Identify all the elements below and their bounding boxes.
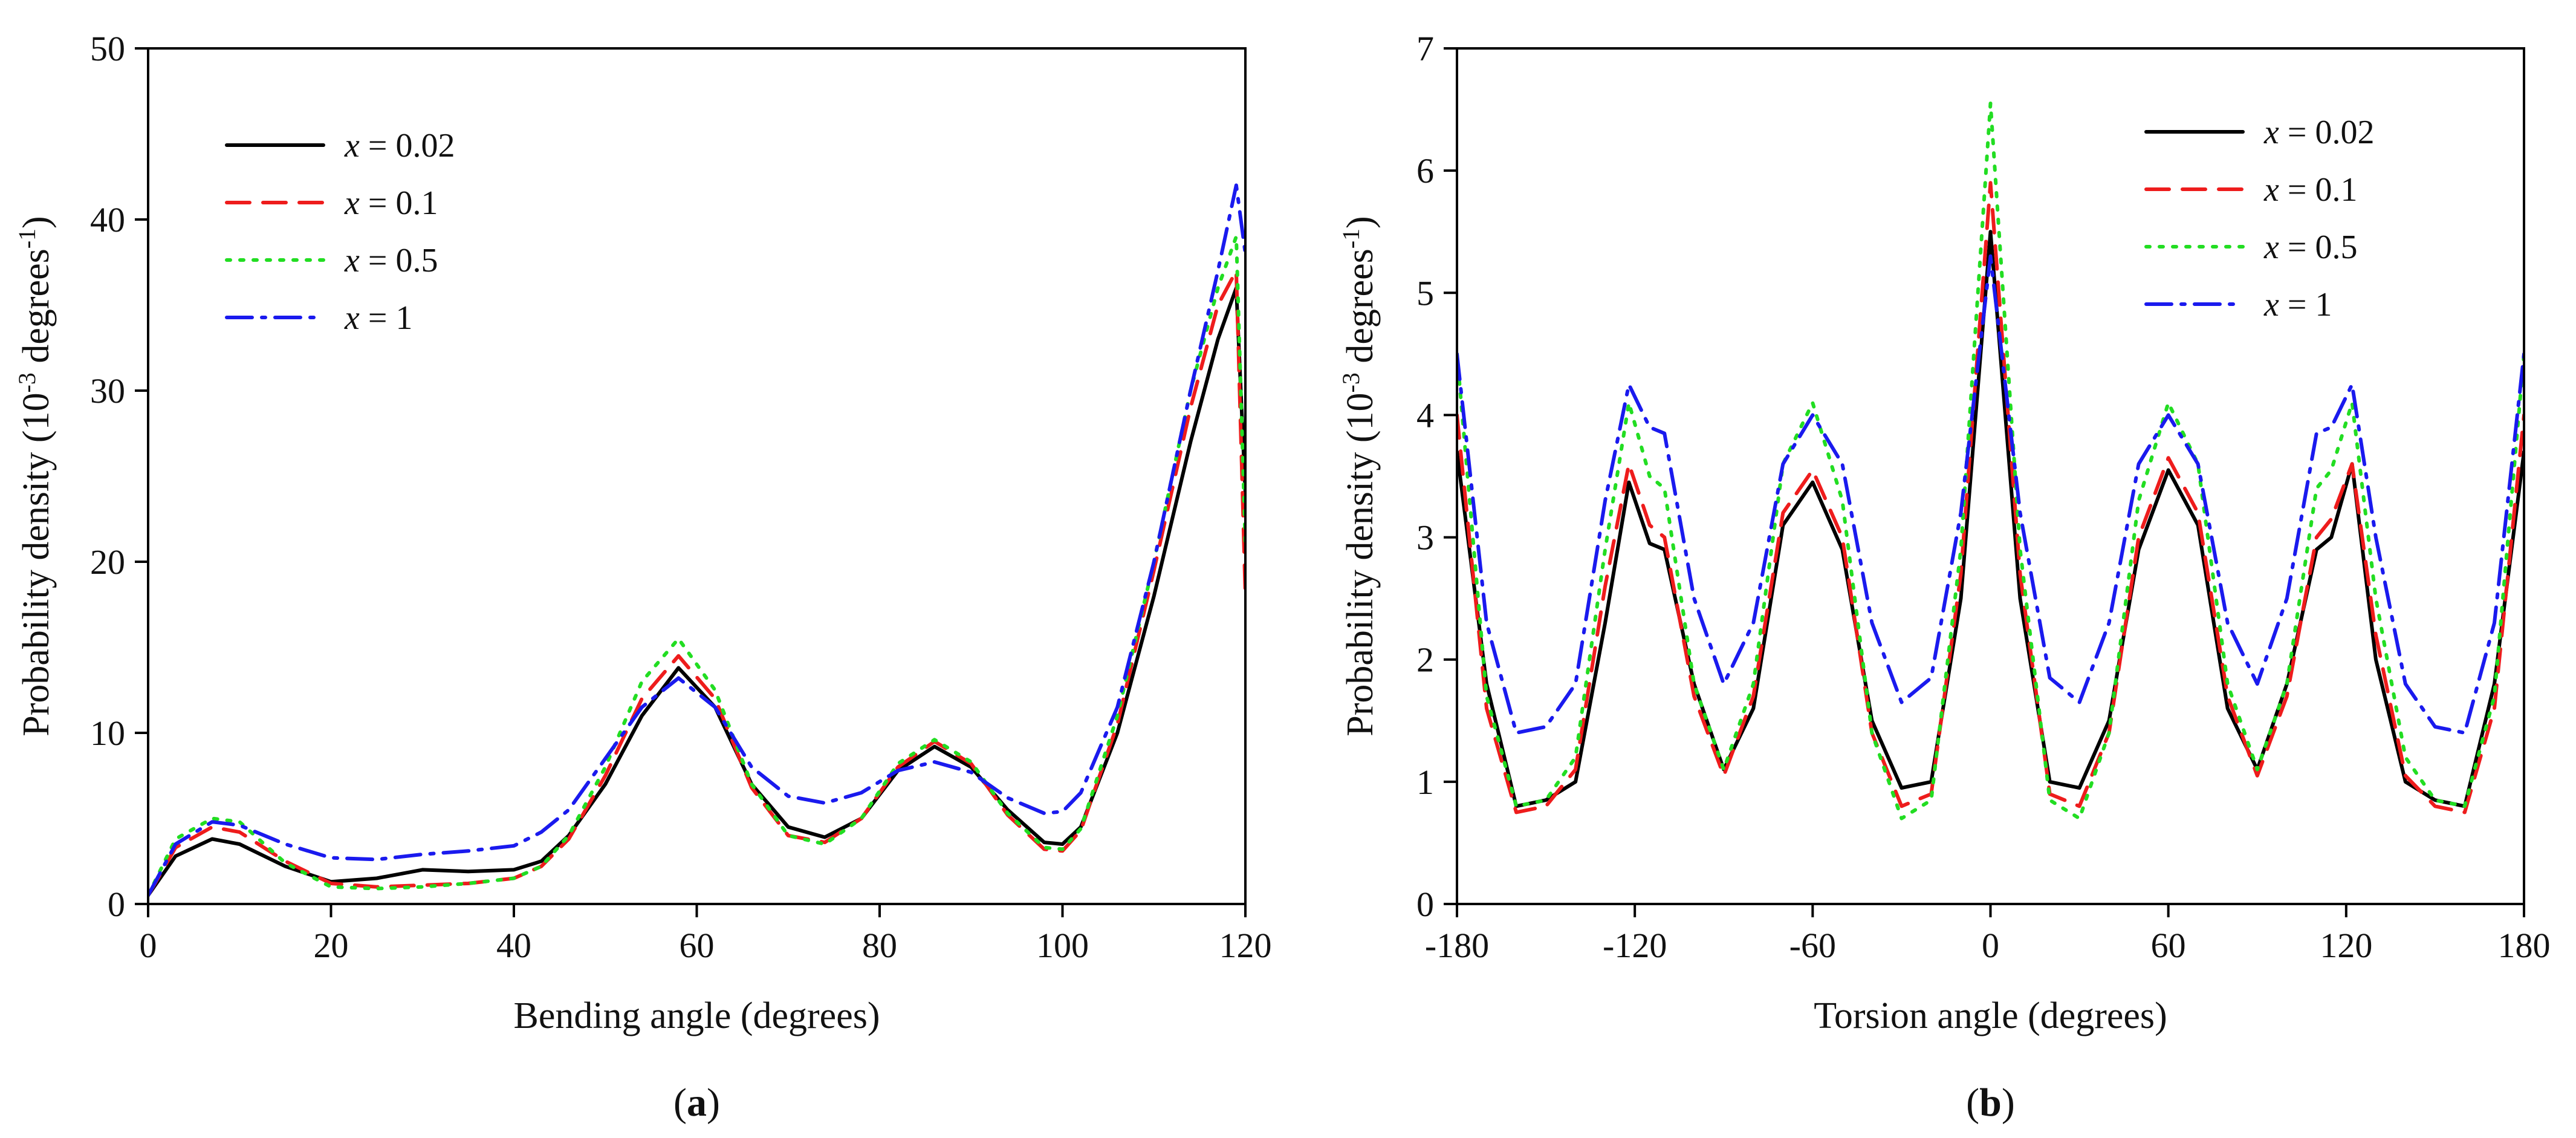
y-tick-label: 2 [1416,640,1434,680]
y-tick-label: 0 [108,885,125,924]
x-tick-label: 100 [1036,926,1089,965]
x-tick-label: 60 [680,926,715,965]
series-line-1 [148,286,1245,897]
y-tick-label: 1 [1416,762,1434,802]
series-line-3 [148,235,1245,897]
x-tick-label: -180 [1425,926,1489,965]
y-tick-label: 50 [90,29,125,68]
legend: x = 0.02 x = 0.1 x = 0.5 x = 1 [225,127,455,337]
x-axis-label: Torsion angle (degrees) [1814,995,2167,1036]
x-tick-label: 20 [314,926,349,965]
legend-label-3: x = 0.5 [2263,229,2357,266]
x-tick-label: -60 [1789,926,1836,965]
y-tick-label: 30 [90,371,125,411]
y-tick-label: 4 [1416,395,1434,435]
panel-label: (a) [673,1081,720,1125]
series-line-2 [1457,181,2524,814]
y-tick-label: 3 [1416,518,1434,558]
x-tick-label: 180 [2498,926,2551,965]
y-tick-label: 0 [1416,885,1434,924]
x-tick-label: 0 [1982,926,1999,965]
series-line-3 [1457,102,2524,821]
chart-panel-b: -180 -120 -60 0 60 120 180 0 1 2 3 4 5 6 7 Torsion angl… [1337,29,2551,1125]
legend-label-1: x = 0.02 [2263,114,2374,151]
x-tick-label: 120 [2320,926,2372,965]
legend-label-2: x = 0.1 [344,184,438,222]
y-tick-label: 6 [1416,151,1434,190]
y-tick-label: 40 [90,200,125,239]
x-tick-label: 0 [140,926,157,965]
panel-label: (b) [1966,1081,2015,1125]
y-tick-label: 5 [1416,273,1434,313]
legend-label-1: x = 0.02 [344,127,455,164]
x-tick-label: 120 [1219,926,1272,965]
y-tick-label: 20 [90,542,125,582]
x-tick-label: 40 [496,926,531,965]
chart-panel-a: 0 20 40 60 80 100 120 0 10 20 30 40 50 Bending angle … [13,29,1272,1125]
series-line-4 [148,183,1245,897]
legend: x = 0.02 x = 0.1 x = 0.5 x = 1 [2144,114,2374,324]
x-tick-label: 60 [2151,926,2186,965]
y-axis-label: Probability density (10-3 degrees-1) [1337,216,1381,736]
legend-label-4: x = 1 [344,299,412,337]
legend-label-4: x = 1 [2263,286,2332,324]
x-axis-label: Bending angle (degrees) [514,995,880,1036]
legend-label-3: x = 0.5 [344,242,438,279]
legend-label-2: x = 0.1 [2263,171,2357,209]
y-tick-label: 10 [90,714,125,753]
plot-frame [147,47,1247,905]
series-line-1 [1457,230,2524,808]
x-tick-label: 80 [862,926,897,965]
series-line-2 [148,268,1245,897]
series-line-4 [1457,254,2524,735]
x-tick-label: -120 [1603,926,1667,965]
y-tick-label: 7 [1416,29,1434,68]
y-axis-label: Probability density (10-3 degrees-1) [13,216,57,736]
